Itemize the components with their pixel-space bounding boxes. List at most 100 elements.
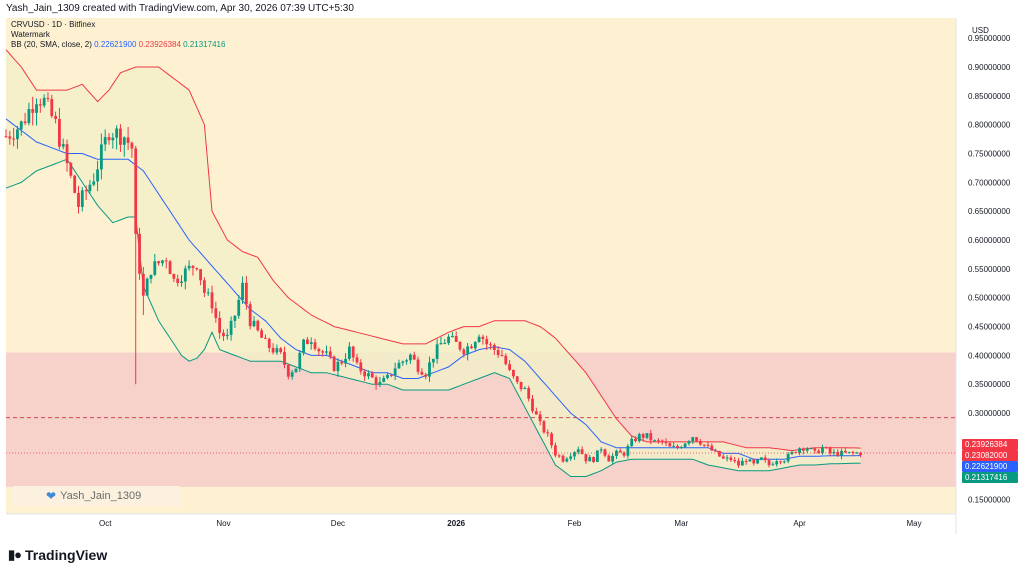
x-tick-label: Oct bbox=[99, 519, 112, 528]
candle-body bbox=[351, 346, 355, 358]
candle-body bbox=[393, 368, 397, 376]
candle-body bbox=[519, 381, 523, 390]
candle-body bbox=[725, 457, 729, 459]
candle-body bbox=[359, 362, 363, 372]
candle-body bbox=[126, 137, 130, 143]
candle-body bbox=[824, 447, 828, 449]
bb-fill bbox=[6, 49, 861, 477]
y-tick-label: 0.35000000 bbox=[968, 380, 1011, 389]
y-tick-label: 0.75000000 bbox=[968, 150, 1011, 159]
candle-body bbox=[88, 184, 92, 192]
watermark-text: Yash_Jain_1309 bbox=[60, 490, 142, 502]
candle-body bbox=[344, 358, 347, 364]
y-tick-label: 0.95000000 bbox=[968, 34, 1011, 43]
candle-body bbox=[218, 317, 222, 333]
candle-body bbox=[210, 292, 214, 309]
y-tick-label: 0.50000000 bbox=[968, 294, 1011, 303]
candle-body bbox=[233, 315, 237, 321]
legend-bb-mid: 0.22621900 bbox=[94, 40, 137, 49]
candle-body bbox=[317, 348, 321, 352]
candle-body bbox=[809, 448, 813, 450]
candle-body bbox=[172, 274, 176, 279]
x-axis-background bbox=[6, 514, 956, 534]
horizontal-levels bbox=[6, 417, 956, 454]
candle-body bbox=[634, 438, 637, 442]
candle-body bbox=[847, 451, 851, 453]
candle-body bbox=[592, 457, 595, 462]
candle-body bbox=[99, 144, 103, 170]
x-tick-label: Feb bbox=[568, 519, 582, 528]
candle-body bbox=[35, 104, 38, 113]
candle-body bbox=[710, 445, 714, 451]
candle-body bbox=[454, 336, 458, 342]
candle-body bbox=[740, 460, 744, 466]
candle-body bbox=[370, 373, 374, 378]
candle-body bbox=[206, 292, 210, 294]
candle-body bbox=[698, 441, 702, 445]
candle-body bbox=[599, 449, 603, 451]
candle-body bbox=[115, 128, 119, 138]
y-tick-label: 0.15000000 bbox=[968, 496, 1011, 505]
x-tick-label: Dec bbox=[331, 519, 345, 528]
candle-body bbox=[347, 346, 351, 359]
candle-body bbox=[141, 273, 145, 296]
candle-body bbox=[412, 354, 416, 360]
legend-bb: BB (20, SMA, close, 2) 0.22621900 0.2392… bbox=[11, 40, 225, 50]
candle-body bbox=[450, 336, 454, 338]
watermark-badge: ❤ Yash_Jain_1309 bbox=[12, 486, 182, 506]
candle-body bbox=[244, 282, 248, 305]
candle-body bbox=[321, 351, 325, 353]
price-tag-box bbox=[962, 472, 1018, 483]
candle-body bbox=[290, 372, 294, 377]
candle-body bbox=[222, 332, 225, 337]
candle-body bbox=[683, 443, 687, 448]
candle-body bbox=[176, 278, 180, 283]
candle-body bbox=[248, 304, 252, 327]
candle-body bbox=[4, 136, 8, 138]
candle-body bbox=[180, 281, 183, 283]
candle-body bbox=[492, 344, 496, 351]
candle-body bbox=[428, 362, 431, 377]
candle-body bbox=[241, 282, 244, 300]
legend-watermark: Watermark bbox=[11, 30, 50, 39]
y-tick-label: 0.70000000 bbox=[968, 178, 1011, 187]
candle-body bbox=[420, 371, 424, 375]
candle-body bbox=[473, 342, 477, 349]
candle-body bbox=[771, 464, 775, 466]
tradingview-brand[interactable]: ▮● TradingView bbox=[8, 545, 107, 565]
candle-body bbox=[149, 274, 153, 279]
y-tick-label: 0.55000000 bbox=[968, 265, 1011, 274]
candle-body bbox=[798, 448, 801, 453]
candle-body bbox=[397, 362, 401, 369]
candle-body bbox=[431, 358, 435, 363]
candle-body bbox=[447, 336, 450, 344]
candle-body bbox=[737, 460, 740, 466]
candle-body bbox=[264, 337, 267, 339]
candle-body bbox=[332, 356, 336, 372]
candle-body bbox=[325, 351, 328, 353]
y-tick-label: 0.45000000 bbox=[968, 323, 1011, 332]
candle-body bbox=[458, 341, 462, 350]
candle-body bbox=[367, 373, 370, 377]
candle-body bbox=[786, 453, 790, 462]
candle-body bbox=[65, 144, 69, 164]
candle-body bbox=[481, 336, 485, 340]
candle-body bbox=[145, 278, 149, 296]
candle-body bbox=[595, 450, 599, 462]
candle-body bbox=[832, 451, 836, 454]
candle-body bbox=[134, 148, 138, 234]
candle-body bbox=[668, 443, 672, 447]
candle-body bbox=[58, 119, 61, 147]
candle-body bbox=[286, 364, 290, 377]
candle-body bbox=[565, 458, 569, 462]
candle-body bbox=[557, 455, 561, 457]
candle-body bbox=[573, 452, 576, 457]
candle-body bbox=[534, 411, 538, 415]
price-tag-box bbox=[962, 439, 1018, 450]
tv-logo-icon: ▮● bbox=[8, 547, 22, 562]
candle-body bbox=[584, 454, 588, 462]
candle-body bbox=[523, 388, 527, 390]
candle-body bbox=[374, 377, 378, 385]
